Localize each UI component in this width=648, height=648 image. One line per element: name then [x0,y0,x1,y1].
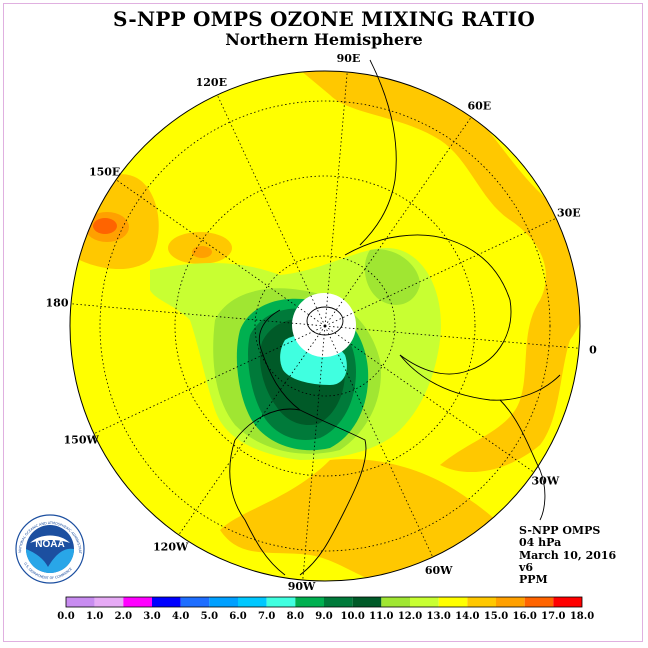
longitude-labels: 90E 60E 30E 0 30W 60W 90W 120W 150W 180 150E 120E [46,52,598,593]
meridian-line [302,325,326,581]
meridian-line [324,71,348,327]
colorbar-swatch [438,597,468,607]
eurasia-north-coast [344,234,512,375]
greenland-outline [306,306,344,336]
colorbar-tick-label: 16.0 [512,611,536,622]
colorbar-tick-label: 12.0 [398,611,422,622]
logo-text: NOAA [35,539,64,550]
meridians [70,71,580,581]
colorbar-swatch [352,597,382,607]
colorbar-tick-label: 0.0 [57,611,74,622]
colorbar-swatch [209,597,238,607]
longitude-label: 30W [532,474,560,487]
map-title: S-NPP OMPS OZONE MIXING RATIO [113,7,535,31]
info-instrument: S-NPP OMPS [519,524,601,537]
info-units: PPM [519,573,548,587]
meridian-line [324,325,580,349]
colorbar-swatch [266,597,296,607]
ozone-field [70,71,580,581]
colorbar: 0.0 1.0 2.0 3.0 4.0 5.0 6.0 7.0 8.0 9.0 10.0 11.0 12… [57,596,594,622]
colorbar-tick-label: 17.0 [541,611,565,622]
graticule [70,71,580,581]
colorbar-tick-label: 7.0 [258,611,275,622]
colorbar-swatch [467,597,496,607]
meridian-line [70,303,326,327]
latitude-circle-70 [254,255,396,397]
red-core-west [93,218,117,234]
colorbar-swatch [238,597,267,607]
colorbar-swatch [295,597,324,607]
colorbar-tick-label: 18.0 [570,611,594,622]
meridian-line [216,94,326,327]
meridian-line [115,179,326,327]
colorbar-swatch [381,597,410,607]
meridian-line [324,217,557,327]
meridian-line [324,325,434,558]
colorbar-tick-label: 10.0 [340,611,364,622]
coastlines [229,59,561,576]
meridian-line [324,116,472,327]
info-pressure-level: 04 hPa [519,536,562,550]
orange-band-east [300,71,580,472]
colorbar-tick-label: 2.0 [115,611,132,622]
longitude-label: 90E [337,52,361,65]
colorbar-swatch [410,597,439,607]
image-frame [3,3,643,642]
colorbar-border [65,596,583,608]
africa-coast [499,399,546,521]
longitude-label: 60E [467,100,491,113]
green-patch-north [364,249,420,305]
colorbar-tick-label: 8.0 [287,611,304,622]
longitude-label: 90W [288,580,316,593]
info-version: v6 [519,560,534,574]
asia-east-coast [359,59,397,246]
colorbar-tick-label: 3.0 [143,611,160,622]
meridian-line [178,325,326,536]
meridian-line [324,325,535,473]
meridian-line [93,325,326,435]
longitude-label: 60W [425,564,453,577]
colorbar-swatch [152,597,181,607]
longitude-label: 150E [89,166,120,179]
colorbar-tick-label: 4.0 [172,611,189,622]
colorbar-swatch [123,597,152,607]
info-date: March 10, 2016 [519,548,617,562]
colorbar-tick-label: 13.0 [426,611,450,622]
longitude-label: 30E [557,206,581,219]
hemisphere-boundary [69,70,581,582]
colorbar-tick-label: 15.0 [484,611,508,622]
colorbar-tick-label: 6.0 [229,611,246,622]
north-america-west-coast [229,439,286,576]
colorbar-swatch [524,597,554,607]
info-block: S-NPP OMPS 04 hPa March 10, 2016 v6 PPM [519,524,617,587]
colorbar-swatch [496,597,525,607]
north-america-east-coast [234,408,367,576]
latitude-circle-30 [99,100,551,552]
longitude-label: 120E [196,76,227,89]
colorbar-tick-label: 9.0 [315,611,332,622]
longitude-label: 120W [153,540,189,553]
colorbar-tick-label: 11.0 [369,611,393,622]
colorbar-swatch [66,597,95,607]
orange-core-mid [192,246,212,258]
latitude-circle-50 [174,175,476,477]
logo-sea [26,548,74,573]
longitude-label: 0 [589,343,597,356]
longitude-label: 150W [64,434,100,447]
noaa-logo: NOAA NATIONAL OCEANIC AND ATMOSPHERIC AD… [15,514,85,584]
europe-coast [399,354,561,401]
colorbar-tick-label: 1.0 [86,611,103,622]
colorbar-swatch [180,597,210,607]
colorbar-swatch [324,597,353,607]
logo-bird [30,535,70,543]
alaska-coast [258,309,301,411]
map-subtitle: Northern Hemisphere [225,30,423,49]
colorbar-swatch [94,597,124,607]
colorbar-tick-label: 5.0 [201,611,218,622]
colorbar-swatch [553,597,582,607]
longitude-label: 180 [46,297,69,310]
colorbar-tick-label: 14.0 [455,611,479,622]
